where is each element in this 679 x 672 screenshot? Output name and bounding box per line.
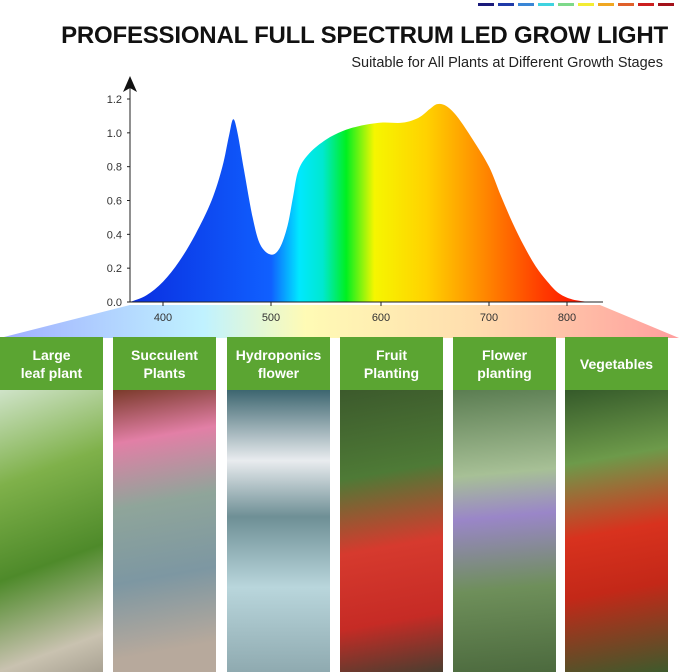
category-label: Flower planting <box>453 337 556 390</box>
color-swatch <box>518 3 534 6</box>
color-swatch <box>478 3 494 6</box>
color-swatch <box>578 3 594 6</box>
y-tick-label: 1.2 <box>107 94 122 106</box>
flower-photo <box>453 390 556 672</box>
x-tick-label: 700 <box>480 312 498 324</box>
page-title: PROFESSIONAL FULL SPECTRUM LED GROW LIGH… <box>61 22 668 49</box>
y-tick-label: 0.0 <box>107 297 122 309</box>
category-card: Large leaf plant <box>0 337 103 672</box>
spectrum-area <box>130 103 589 302</box>
category-label: Succulent Plants <box>113 337 216 390</box>
leaf-plant-photo <box>0 390 103 672</box>
y-tick-label: 1.0 <box>107 128 122 140</box>
category-card: Hydroponics flower <box>227 337 330 672</box>
color-swatch <box>538 3 554 6</box>
tomato-photo <box>565 390 668 672</box>
x-tick-label: 500 <box>262 312 280 324</box>
succulent-photo <box>113 390 216 672</box>
y-tick-label: 0.6 <box>107 196 122 208</box>
category-label: Fruit Planting <box>340 337 443 390</box>
category-label: Vegetables <box>565 337 668 390</box>
x-tick-label: 600 <box>372 312 390 324</box>
color-swatch-bar <box>478 3 674 6</box>
strawberry-photo <box>340 390 443 672</box>
y-axis-arrow-icon <box>123 76 137 92</box>
category-card: Flower planting <box>453 337 556 672</box>
x-tick-label: 800 <box>558 312 576 324</box>
plant-categories: Large leaf plant Succulent Plants Hydroponic… <box>0 337 679 672</box>
subtitle: Suitable for All Plants at Different Gro… <box>351 55 663 71</box>
category-label: Large leaf plant <box>0 337 103 390</box>
color-swatch <box>638 3 654 6</box>
color-swatch <box>598 3 614 6</box>
color-swatch <box>558 3 574 6</box>
category-card: Vegetables <box>565 337 668 672</box>
color-swatch <box>618 3 634 6</box>
x-tick-label: 400 <box>154 312 172 324</box>
spectrum-chart: 400 500 600 700 800 0.0 0.2 0.4 0.6 0.8 1.0 1.2 <box>0 76 679 338</box>
spectrum-fan <box>0 305 679 338</box>
category-label: Hydroponics flower <box>227 337 330 390</box>
y-tick-label: 0.2 <box>107 263 122 275</box>
category-card: Fruit Planting <box>340 337 443 672</box>
color-swatch <box>498 3 514 6</box>
category-card: Succulent Plants <box>113 337 216 672</box>
hydroponics-photo <box>227 390 330 672</box>
color-swatch <box>658 3 674 6</box>
y-tick-label: 0.4 <box>107 229 122 241</box>
y-tick-label: 0.8 <box>107 162 122 174</box>
